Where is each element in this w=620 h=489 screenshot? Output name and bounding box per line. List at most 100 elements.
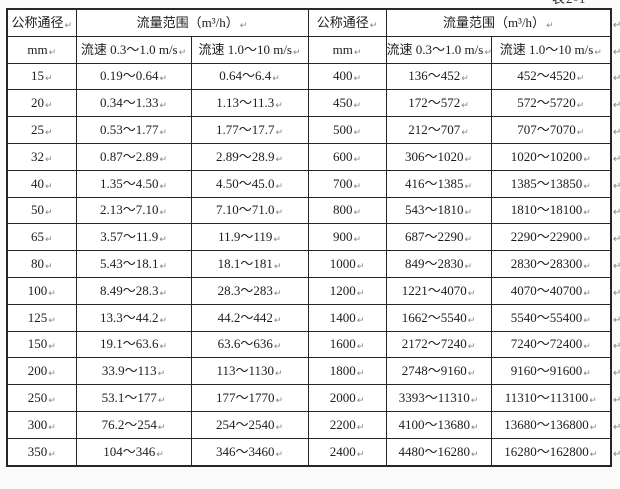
- dn-left-cell[interactable]: 32↵: [6, 142, 77, 171]
- dn-right-cell[interactable]: 400↵: [307, 62, 387, 91]
- flow-high-right-cell[interactable]: 11310～113100↵: [490, 384, 613, 412]
- flow-low-left-cell[interactable]: 104～346↵: [75, 437, 192, 467]
- dn-right-cell[interactable]: 700↵: [307, 169, 387, 198]
- flow-low-left-cell[interactable]: 0.87～2.89↵: [75, 142, 192, 171]
- header-vhigh-left[interactable]: 流速 1.0～10 m/s↵: [190, 35, 309, 64]
- flow-low-left-cell[interactable]: 33.9～113↵: [75, 357, 192, 386]
- flow-high-right-cell[interactable]: 452～4520↵: [490, 62, 613, 91]
- dn-right-cell[interactable]: 500↵: [307, 116, 387, 144]
- dn-right-cell[interactable]: 900↵: [307, 223, 387, 252]
- flow-low-right-cell[interactable]: 2748～9160↵: [385, 357, 492, 386]
- header-vlow-left[interactable]: 流速 0.3～1.0 m/s↵: [75, 35, 192, 64]
- flow-high-left-cell[interactable]: 63.6～636↵: [190, 330, 309, 359]
- flow-low-left-cell[interactable]: 0.53～1.77↵: [75, 116, 192, 144]
- dn-right-cell[interactable]: 1000↵: [307, 250, 387, 278]
- flow-high-left-cell[interactable]: 0.64～6.4↵: [190, 62, 309, 91]
- header-vlow-right[interactable]: 流速 0.3～1.0 m/s↵: [385, 35, 492, 64]
- flow-low-right-cell[interactable]: 687～2290↵: [385, 223, 492, 252]
- dn-right-cell[interactable]: 1600↵: [307, 330, 387, 359]
- flow-low-left-cell[interactable]: 76.2～254↵: [75, 410, 192, 439]
- flow-low-left-cell[interactable]: 5.43～18.1↵: [75, 250, 192, 278]
- flow-low-left-cell[interactable]: 2.13～7.10↵: [75, 196, 192, 225]
- flow-high-left-cell[interactable]: 346～3460↵: [190, 437, 309, 467]
- dn-left-cell[interactable]: 125↵: [6, 303, 77, 332]
- flow-low-right-cell[interactable]: 4480～16280↵: [385, 437, 492, 467]
- flow-low-right-cell[interactable]: 4100～13680↵: [385, 410, 492, 439]
- flow-low-left-cell[interactable]: 19.1～63.6↵: [75, 330, 192, 359]
- flow-low-left-cell[interactable]: 3.57～11.9↵: [75, 223, 192, 252]
- dn-left-cell[interactable]: 25↵: [6, 116, 77, 144]
- flow-high-left-cell[interactable]: 4.50～45.0↵: [190, 169, 309, 198]
- dn-left-cell[interactable]: 300↵: [6, 410, 77, 439]
- dn-right-cell[interactable]: 450↵: [307, 89, 387, 118]
- dn-left-cell[interactable]: 250↵: [6, 384, 77, 412]
- dn-left-cell[interactable]: 50↵: [6, 196, 77, 225]
- flow-low-left-cell[interactable]: 53.1～177↵: [75, 384, 192, 412]
- flow-low-right-cell[interactable]: 172～572↵: [385, 89, 492, 118]
- flow-high-right-cell[interactable]: 2290～22900↵: [490, 223, 613, 252]
- flow-high-left-cell[interactable]: 11.9～119↵: [190, 223, 309, 252]
- flow-low-right-cell[interactable]: 849～2830↵: [385, 250, 492, 278]
- dn-right-cell[interactable]: 600↵: [307, 142, 387, 171]
- dn-left-cell[interactable]: 150↵: [6, 330, 77, 359]
- header-unit-right[interactable]: mm↵: [307, 35, 387, 64]
- flow-high-left-cell[interactable]: 18.1～181↵: [190, 250, 309, 278]
- flow-low-right-cell[interactable]: 306～1020↵: [385, 142, 492, 171]
- flow-high-left-cell[interactable]: 113～1130↵: [190, 357, 309, 386]
- dn-right-cell[interactable]: 1200↵: [307, 276, 387, 305]
- flow-high-left-cell[interactable]: 1.77～17.7↵: [190, 116, 309, 144]
- flow-high-right-cell[interactable]: 707～7070↵: [490, 116, 613, 144]
- flow-low-right-cell[interactable]: 3393～11310↵: [385, 384, 492, 412]
- flow-high-right-cell[interactable]: 2830～28300↵: [490, 250, 613, 278]
- header-dn-right[interactable]: 公称通径↵: [307, 7, 387, 37]
- flow-high-right-cell[interactable]: 5540～55400↵: [490, 303, 613, 332]
- header-vhigh-right[interactable]: 流速 1.0～10 m/s↵: [490, 35, 613, 64]
- dn-left-cell[interactable]: 15↵: [6, 62, 77, 91]
- flow-low-left-cell[interactable]: 13.3～44.2↵: [75, 303, 192, 332]
- flow-low-left-cell[interactable]: 0.19～0.64↵: [75, 62, 192, 91]
- flow-high-left-cell[interactable]: 1.13～11.3↵: [190, 89, 309, 118]
- flow-low-right-cell[interactable]: 136～452↵: [385, 62, 492, 91]
- flow-low-right-cell[interactable]: 2172～7240↵: [385, 330, 492, 359]
- flow-low-right-cell[interactable]: 543～1810↵: [385, 196, 492, 225]
- dn-right-cell[interactable]: 1400↵: [307, 303, 387, 332]
- flow-high-right-cell[interactable]: 7240～72400↵: [490, 330, 613, 359]
- dn-right-cell[interactable]: 2200↵: [307, 410, 387, 439]
- dn-left-cell[interactable]: 40↵: [6, 169, 77, 198]
- flow-high-right-cell[interactable]: 13680～136800↵: [490, 410, 613, 439]
- flow-high-right-cell[interactable]: 16280～162800↵: [490, 437, 613, 467]
- dn-right-cell[interactable]: 800↵: [307, 196, 387, 225]
- dn-left-cell[interactable]: 100↵: [6, 276, 77, 305]
- flow-high-right-cell[interactable]: 1385～13850↵: [490, 169, 613, 198]
- flow-high-left-cell[interactable]: 254～2540↵: [190, 410, 309, 439]
- dn-left-cell[interactable]: 65↵: [6, 223, 77, 252]
- flow-high-left-cell[interactable]: 28.3～283↵: [190, 276, 309, 305]
- flow-low-right-cell[interactable]: 416～1385↵: [385, 169, 492, 198]
- header-range-right[interactable]: 流量范围（m³/h）↵: [385, 7, 613, 37]
- dn-right-cell[interactable]: 1800↵: [307, 357, 387, 386]
- flow-high-left-cell[interactable]: 2.89～28.9↵: [190, 142, 309, 171]
- dn-left-cell[interactable]: 200↵: [6, 357, 77, 386]
- flow-high-left-cell[interactable]: 7.10～71.0↵: [190, 196, 309, 225]
- flow-high-right-cell[interactable]: 1020～10200↵: [490, 142, 613, 171]
- flow-high-left-cell[interactable]: 44.2～442↵: [190, 303, 309, 332]
- flow-low-left-cell[interactable]: 1.35～4.50↵: [75, 169, 192, 198]
- dn-left-cell[interactable]: 80↵: [6, 250, 77, 278]
- header-range-left[interactable]: 流量范围（m³/h）↵: [75, 7, 309, 37]
- dn-right-cell[interactable]: 2000↵: [307, 384, 387, 412]
- flow-high-left-cell[interactable]: 177～1770↵: [190, 384, 309, 412]
- dn-right-cell[interactable]: 2400↵: [307, 437, 387, 467]
- flow-high-right-cell[interactable]: 9160～91600↵: [490, 357, 613, 386]
- flow-high-right-cell[interactable]: 4070～40700↵: [490, 276, 613, 305]
- flow-low-right-cell[interactable]: 212～707↵: [385, 116, 492, 144]
- flow-high-right-cell[interactable]: 572～5720↵: [490, 89, 613, 118]
- flow-low-right-cell[interactable]: 1221～4070↵: [385, 276, 492, 305]
- flow-low-left-cell[interactable]: 8.49～28.3↵: [75, 276, 192, 305]
- flow-high-right-cell[interactable]: 1810～18100↵: [490, 196, 613, 225]
- dn-left-cell[interactable]: 20↵: [6, 89, 77, 118]
- dn-left-cell[interactable]: 350↵: [6, 437, 77, 467]
- flow-low-left-cell[interactable]: 0.34～1.33↵: [75, 89, 192, 118]
- header-unit-left[interactable]: mm↵: [6, 35, 77, 64]
- header-dn-left[interactable]: 公称通径↵: [6, 7, 77, 37]
- flow-low-right-cell[interactable]: 1662～5540↵: [385, 303, 492, 332]
